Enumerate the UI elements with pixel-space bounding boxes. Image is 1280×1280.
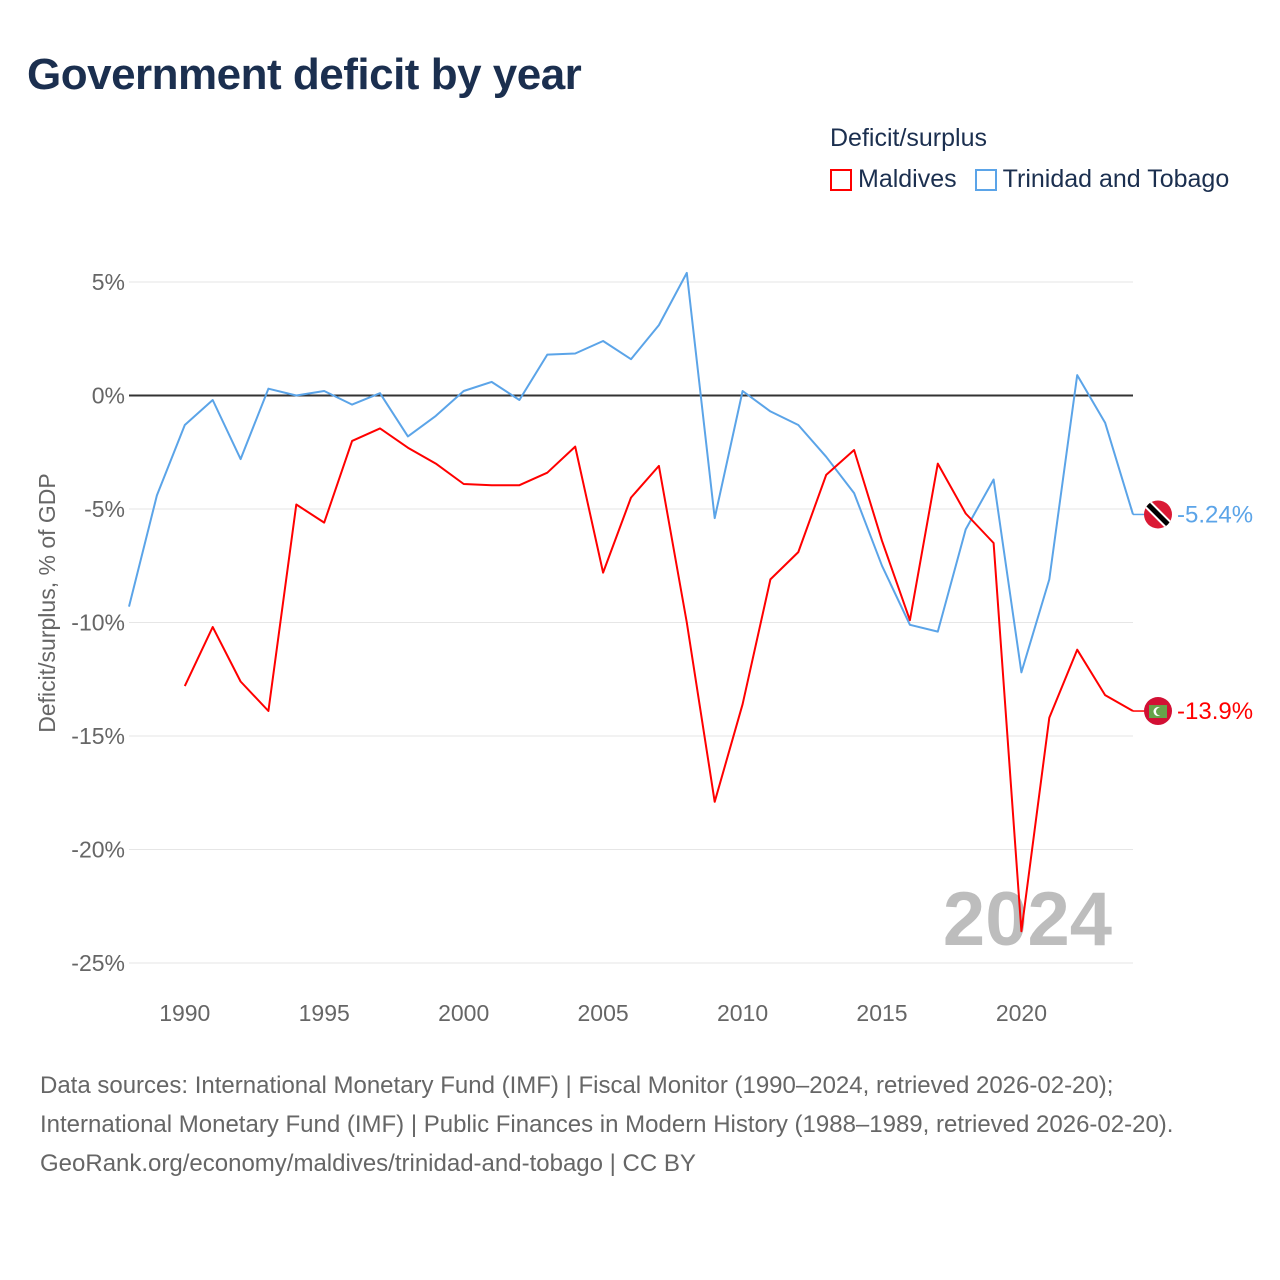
trinidad-flag-icon [1144,500,1172,529]
y-tick-label: 5% [92,269,125,295]
legend-item-trinidad[interactable]: Trinidad and Tobago [974,165,1230,194]
y-tick-label: -25% [71,950,125,976]
maldives-crescent-cut [1156,707,1164,716]
x-tick-label: 2020 [996,1000,1047,1026]
legend-swatch-trinidad [974,168,997,191]
chart-title: Government deficit by year [27,50,582,99]
y-tick-label: -15% [71,723,125,749]
end-value-label: -13.9% [1177,698,1253,725]
x-tick-label: 2000 [438,1000,489,1026]
legend: Maldives Trinidad and Tobago [830,165,1229,194]
footer: Data sources: International Monetary Fun… [40,1066,1240,1183]
end-value-label: -5.24% [1177,501,1253,528]
series-line-maldives [183,427,1134,933]
credit-link[interactable]: GeoRank.org/economy/maldives/trinidad-an… [40,1150,696,1177]
y-axis-title: Deficit/surplus, % of GDP [34,473,60,732]
x-tick-label: 2005 [578,1000,629,1026]
legend-label: Maldives [858,165,957,193]
x-tick-label: 2015 [856,1000,907,1026]
x-tick-label: 2010 [717,1000,768,1026]
legend-swatch-maldives [830,168,852,191]
y-tick-label: -20% [71,837,125,863]
y-tick-label: 0% [92,383,125,409]
y-tick-label: -10% [71,610,125,636]
legend-item-maldives[interactable]: Maldives [830,165,957,194]
legend-label: Trinidad and Tobago [1002,165,1230,193]
x-tick-label: 1990 [159,1000,210,1026]
y-tick-label: -5% [84,496,125,522]
series-line-trinidad-and-tobago [128,271,1134,674]
x-tick-label: 1995 [299,1000,350,1026]
legend-title: Deficit/surplus [830,124,987,152]
data-sources: Data sources: International Monetary Fun… [40,1072,1174,1138]
